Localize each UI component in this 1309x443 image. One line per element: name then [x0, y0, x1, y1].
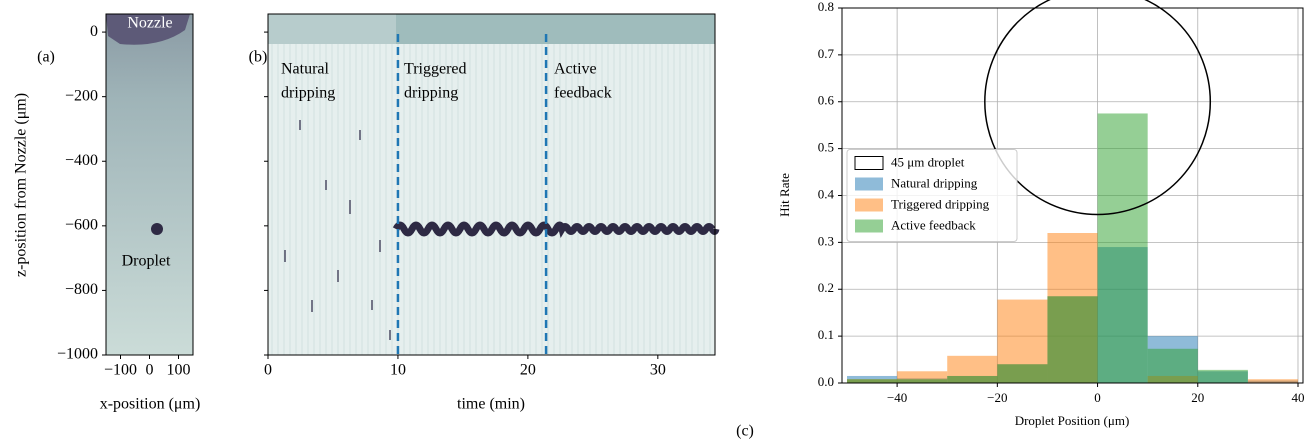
bar: [1147, 348, 1198, 383]
y-tick-label: 0.8: [818, 0, 834, 14]
y-axis-label: z-position from Nozzle (μm): [13, 93, 30, 277]
bar: [847, 379, 898, 383]
legend: [846, 149, 1018, 242]
annotation: Nozzle: [127, 15, 172, 32]
y-tick-label: 0.3: [818, 233, 834, 248]
x-tick-label: 20: [520, 362, 536, 379]
image-b: [268, 14, 720, 355]
y-tick-label: 0.7: [818, 46, 835, 61]
y-tick-label: 0.5: [818, 140, 834, 155]
legend-swatch: [854, 156, 884, 170]
y-tick-label: 0: [90, 23, 98, 40]
annotation: feedback: [554, 85, 612, 102]
y-tick-label: 0.2: [818, 280, 834, 295]
x-tick-label: 100: [167, 362, 191, 379]
legend-swatch: [855, 198, 883, 212]
panel-label: (b): [249, 49, 268, 66]
bar: [1197, 369, 1248, 383]
y-tick-label: −400: [65, 152, 98, 169]
x-tick-label: 30: [650, 362, 666, 379]
x-tick-label: −100: [104, 362, 137, 379]
annotation: dripping: [281, 85, 335, 102]
y-tick-label: 0.1: [818, 327, 834, 342]
bar: [1047, 296, 1098, 383]
droplet-circle: [984, 0, 1212, 216]
bar: [997, 364, 1048, 383]
legend-label: Natural dripping: [891, 175, 978, 190]
bar: [1247, 379, 1298, 383]
annotation: Droplet: [122, 253, 171, 270]
x-tick-label: 0: [146, 362, 154, 379]
x-tick-label: 20: [1191, 390, 1204, 405]
y-tick-label: 0.0: [818, 374, 834, 389]
panel-label: (c): [736, 423, 754, 440]
y-axis-label: Hit Rate: [777, 173, 792, 217]
x-axis-label: Droplet Position (μm): [1015, 413, 1130, 428]
y-tick-label: 0.6: [818, 93, 835, 108]
x-tick-label: 10: [390, 362, 406, 379]
legend-swatch: [855, 219, 883, 233]
annotation: Active: [554, 61, 597, 78]
bar: [1097, 113, 1148, 383]
legend-label: Active feedback: [891, 217, 976, 232]
image-a: [106, 14, 193, 355]
x-tick-label: 40: [1291, 390, 1304, 405]
x-axis-label: time (min): [457, 396, 525, 413]
legend-swatch: [855, 177, 883, 191]
legend-label: Triggered dripping: [891, 196, 990, 211]
y-tick-label: −200: [65, 87, 98, 104]
bar: [947, 375, 998, 383]
y-tick-label: 0.4: [818, 186, 835, 201]
x-tick-label: −20: [987, 390, 1007, 405]
legend-label: 45 μm droplet: [891, 154, 965, 169]
x-tick-label: −40: [887, 390, 907, 405]
annotation: Triggered: [404, 61, 467, 78]
x-tick-label: 0: [1094, 390, 1101, 405]
annotation: Natural: [281, 61, 330, 78]
x-axis-label: x-position (μm): [100, 396, 201, 413]
bar: [897, 371, 948, 383]
y-tick-label: −800: [65, 281, 98, 298]
panel-label: (a): [37, 49, 55, 66]
bar: [897, 379, 948, 383]
annotation: dripping: [404, 85, 458, 102]
x-tick-label: 0: [264, 362, 272, 379]
y-tick-label: −1000: [57, 346, 98, 363]
y-tick-label: −600: [65, 217, 98, 234]
plot-frame: [267, 13, 716, 356]
